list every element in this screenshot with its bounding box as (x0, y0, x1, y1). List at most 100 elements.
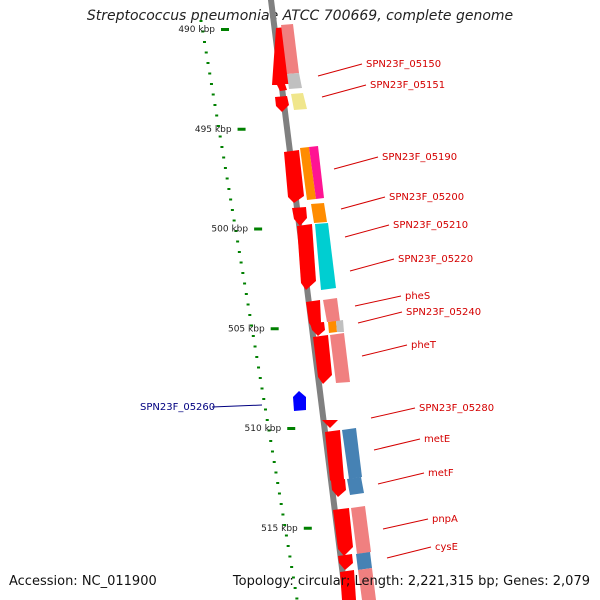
scale-dot (222, 156, 226, 159)
leader-line (354, 295, 402, 307)
gene-label[interactable]: SPN23F_05150 (366, 59, 441, 70)
scale-dot (251, 335, 255, 337)
scale-dot (202, 41, 206, 43)
gene-label[interactable]: metE (424, 434, 450, 445)
scale-dot (220, 146, 224, 148)
scale-dot (288, 555, 292, 558)
leader-line (386, 546, 432, 559)
scale-dot (223, 167, 227, 169)
accession-text: Accession: NC_011900 (9, 574, 157, 589)
gene-label[interactable]: SPN23F_05190 (382, 152, 457, 163)
scale-dot (295, 597, 299, 600)
tick-mark (287, 427, 296, 430)
gene-label[interactable]: SPN23F_05210 (393, 220, 468, 231)
scale-dot (284, 534, 288, 537)
scale-dot (281, 513, 285, 516)
scale-dot (267, 429, 271, 432)
scale-dot (283, 524, 287, 526)
scale-dot (236, 240, 240, 243)
map-title: Streptococcus pneumoniae ATCC 700669, co… (86, 8, 514, 24)
tick-label: 510 kbp (245, 424, 282, 434)
scale-dot (255, 356, 259, 358)
gene-label[interactable]: SPN23F_05200 (389, 192, 464, 203)
scale-dot (216, 125, 220, 127)
scale-dot (229, 198, 233, 201)
gene-arrow[interactable] (338, 554, 353, 570)
gene-label[interactable]: SPN23F_05240 (406, 307, 481, 318)
scale-dot (201, 30, 205, 33)
tick-label: 500 kbp (211, 225, 248, 235)
leader-line (333, 156, 379, 170)
tick-label: 515 kbp (261, 524, 298, 534)
gene-arrow[interactable] (297, 224, 316, 290)
tick-mark (270, 327, 279, 331)
gene-arrow[interactable] (331, 479, 346, 497)
scale-dot (237, 251, 241, 253)
scale-dot (244, 293, 248, 295)
leader-line (382, 518, 429, 530)
scale-dot (290, 566, 294, 568)
gene-label[interactable]: cysE (435, 542, 458, 553)
gene-label[interactable]: pnpA (432, 514, 458, 525)
gene-arrow[interactable] (310, 322, 325, 336)
gene-label[interactable]: metF (428, 468, 454, 479)
gene-label[interactable]: SPN23F_05151 (370, 80, 445, 91)
scale-dot (211, 93, 215, 96)
tick-mark (237, 127, 246, 131)
gene-arrow[interactable] (333, 508, 353, 556)
gene-labels: SPN23F_05150 SPN23F_05151 SPN23F_05190 SPN2… (140, 59, 494, 559)
scale-dot (204, 51, 208, 54)
scale-dot (293, 587, 297, 589)
leader-line (344, 224, 390, 238)
scale-dot (262, 398, 266, 400)
scale-dot (199, 20, 203, 22)
leader-line (377, 472, 425, 485)
leader-line (317, 63, 363, 77)
scale-dot (257, 366, 261, 369)
tick-label: 505 kbp (228, 324, 265, 334)
scale-dot (232, 219, 236, 222)
tick-mark (221, 28, 229, 31)
tick-label: 495 kbp (195, 125, 232, 135)
gene-label[interactable]: pheS (405, 291, 430, 302)
scale-dot (263, 408, 267, 411)
scale-dot (213, 104, 217, 106)
scale-dot (265, 419, 269, 421)
scale-dot (225, 177, 229, 180)
scale-dot (208, 72, 212, 75)
scale-dot (277, 492, 281, 495)
gene-arrow[interactable] (313, 335, 332, 384)
gene-arrow[interactable] (275, 96, 289, 112)
gene-arrow[interactable] (325, 430, 344, 487)
genome-stats-text: Topology: circular; Length: 2,221,315 bp… (232, 574, 590, 589)
gene-label[interactable]: pheT (411, 340, 437, 351)
gene-label[interactable]: SPN23F_05260 (140, 402, 215, 413)
scale-dot (241, 272, 245, 274)
gene-label[interactable]: SPN23F_05220 (398, 254, 473, 265)
leader-line (349, 258, 395, 272)
gene-arrow-reverse[interactable] (293, 391, 306, 411)
forward-genes (272, 27, 356, 600)
tick-mark (303, 526, 312, 530)
gene-arrow[interactable] (322, 420, 338, 428)
scale-dot (276, 482, 280, 484)
leader-line (361, 344, 408, 357)
scale-dot (269, 440, 273, 442)
leader-line (373, 438, 421, 451)
tick-mark (254, 227, 263, 231)
category-boxes (281, 24, 376, 600)
gene-arrow[interactable] (292, 207, 307, 226)
scale-dot (243, 282, 247, 285)
scale-dot (286, 545, 290, 547)
scale-dot (270, 450, 274, 453)
scale-dot (279, 503, 283, 505)
gene-arrow[interactable] (340, 570, 356, 600)
gene-label[interactable]: SPN23F_05280 (419, 403, 494, 414)
scale-dot (218, 135, 222, 138)
gene-arrow[interactable] (284, 150, 304, 203)
scale-dot (248, 314, 252, 316)
leader-line (211, 404, 263, 408)
scale-dot (260, 387, 264, 390)
scale-dot (227, 188, 231, 190)
